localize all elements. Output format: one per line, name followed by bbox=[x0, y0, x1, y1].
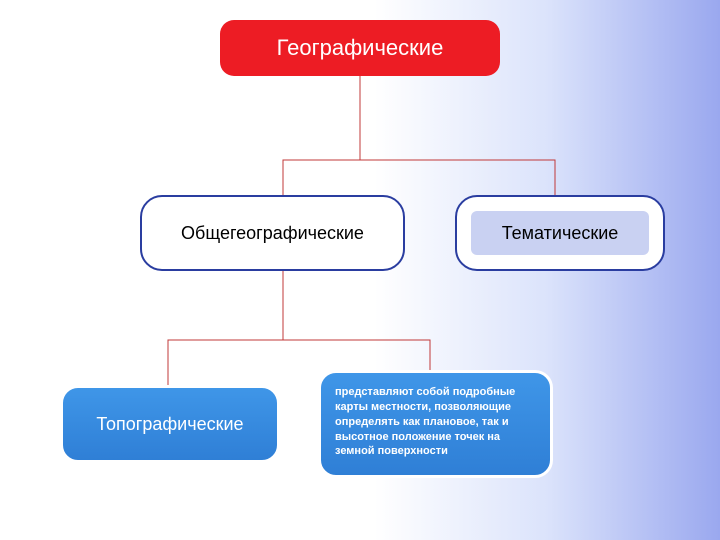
right-leaf-label: представляют собой подробные карты местн… bbox=[335, 385, 536, 459]
right-leaf-node: представляют собой подробные карты местн… bbox=[318, 370, 553, 478]
left-leaf-node: Топографические bbox=[60, 385, 280, 463]
left-mid-label: Общегеографические bbox=[181, 223, 364, 244]
left-leaf-label: Топографические bbox=[96, 414, 243, 435]
left-mid-node: Общегеографические bbox=[140, 195, 405, 271]
right-mid-node: Тематические bbox=[455, 195, 665, 271]
root-node: Географические bbox=[220, 20, 500, 76]
root-label: Географические bbox=[277, 35, 444, 61]
right-mid-label: Тематические bbox=[502, 223, 619, 244]
